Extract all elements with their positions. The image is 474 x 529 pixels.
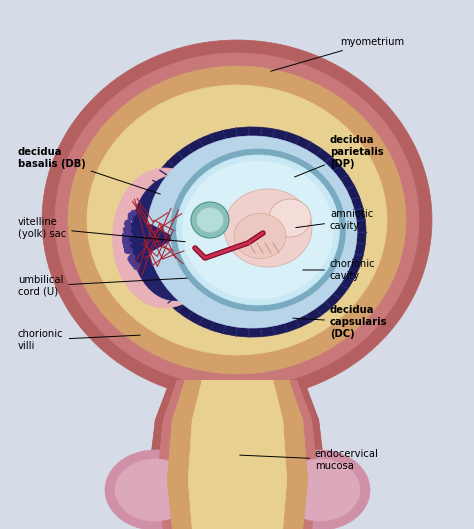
Ellipse shape [269, 199, 311, 237]
Ellipse shape [123, 237, 129, 243]
Ellipse shape [122, 232, 128, 239]
Ellipse shape [123, 243, 129, 249]
Ellipse shape [129, 258, 135, 264]
Ellipse shape [176, 155, 339, 305]
Text: amniotic
cavity: amniotic cavity [296, 209, 373, 231]
Ellipse shape [112, 168, 218, 308]
Ellipse shape [127, 232, 133, 238]
Ellipse shape [125, 221, 130, 227]
Polygon shape [167, 380, 308, 529]
Ellipse shape [125, 220, 131, 226]
Ellipse shape [280, 459, 360, 521]
Ellipse shape [125, 245, 130, 251]
Polygon shape [188, 380, 287, 529]
Ellipse shape [197, 208, 223, 232]
Ellipse shape [134, 264, 139, 270]
Polygon shape [157, 380, 318, 529]
Ellipse shape [224, 189, 312, 267]
Text: decidua
capsularis
(DC): decidua capsularis (DC) [293, 305, 388, 339]
Ellipse shape [131, 261, 137, 267]
Ellipse shape [55, 53, 419, 387]
Polygon shape [148, 390, 326, 529]
Ellipse shape [128, 215, 134, 221]
Polygon shape [148, 380, 326, 529]
Ellipse shape [191, 202, 229, 238]
Ellipse shape [234, 214, 286, 259]
Text: umbilical
cord (U): umbilical cord (U) [18, 275, 187, 297]
Ellipse shape [68, 66, 406, 374]
Ellipse shape [126, 225, 131, 231]
Ellipse shape [127, 248, 133, 253]
Ellipse shape [42, 40, 432, 400]
Ellipse shape [122, 236, 128, 242]
Ellipse shape [122, 238, 128, 243]
Ellipse shape [182, 161, 334, 299]
Ellipse shape [125, 230, 131, 235]
Ellipse shape [125, 221, 131, 226]
Text: chorionic
villi: chorionic villi [18, 329, 140, 351]
Polygon shape [148, 380, 326, 529]
Ellipse shape [128, 213, 134, 218]
Ellipse shape [131, 210, 137, 216]
Ellipse shape [171, 149, 346, 311]
Text: decidua
basalis (DB): decidua basalis (DB) [18, 147, 160, 194]
Polygon shape [157, 380, 318, 529]
Ellipse shape [123, 227, 129, 233]
Ellipse shape [124, 248, 130, 253]
Ellipse shape [125, 246, 131, 252]
Ellipse shape [87, 85, 387, 355]
Ellipse shape [138, 127, 366, 337]
Ellipse shape [134, 262, 140, 269]
Text: vitelline
(yolk) sac: vitelline (yolk) sac [18, 217, 185, 242]
Polygon shape [167, 380, 308, 529]
Text: endocervical
mucosa: endocervical mucosa [240, 449, 379, 471]
Ellipse shape [147, 136, 357, 328]
Ellipse shape [125, 240, 130, 246]
Text: chorionic
cavity: chorionic cavity [303, 259, 375, 281]
Ellipse shape [128, 256, 134, 262]
Text: decidua
parietalis
(DP): decidua parietalis (DP) [294, 135, 383, 177]
Polygon shape [188, 380, 287, 529]
Text: myometrium: myometrium [271, 37, 404, 71]
Ellipse shape [105, 450, 205, 529]
Ellipse shape [129, 254, 135, 260]
Ellipse shape [126, 241, 132, 247]
Ellipse shape [115, 459, 195, 521]
Ellipse shape [270, 450, 370, 529]
Ellipse shape [134, 262, 140, 268]
Ellipse shape [123, 242, 129, 248]
Ellipse shape [125, 248, 130, 253]
Ellipse shape [131, 176, 219, 300]
Ellipse shape [122, 239, 128, 245]
Ellipse shape [125, 248, 131, 253]
